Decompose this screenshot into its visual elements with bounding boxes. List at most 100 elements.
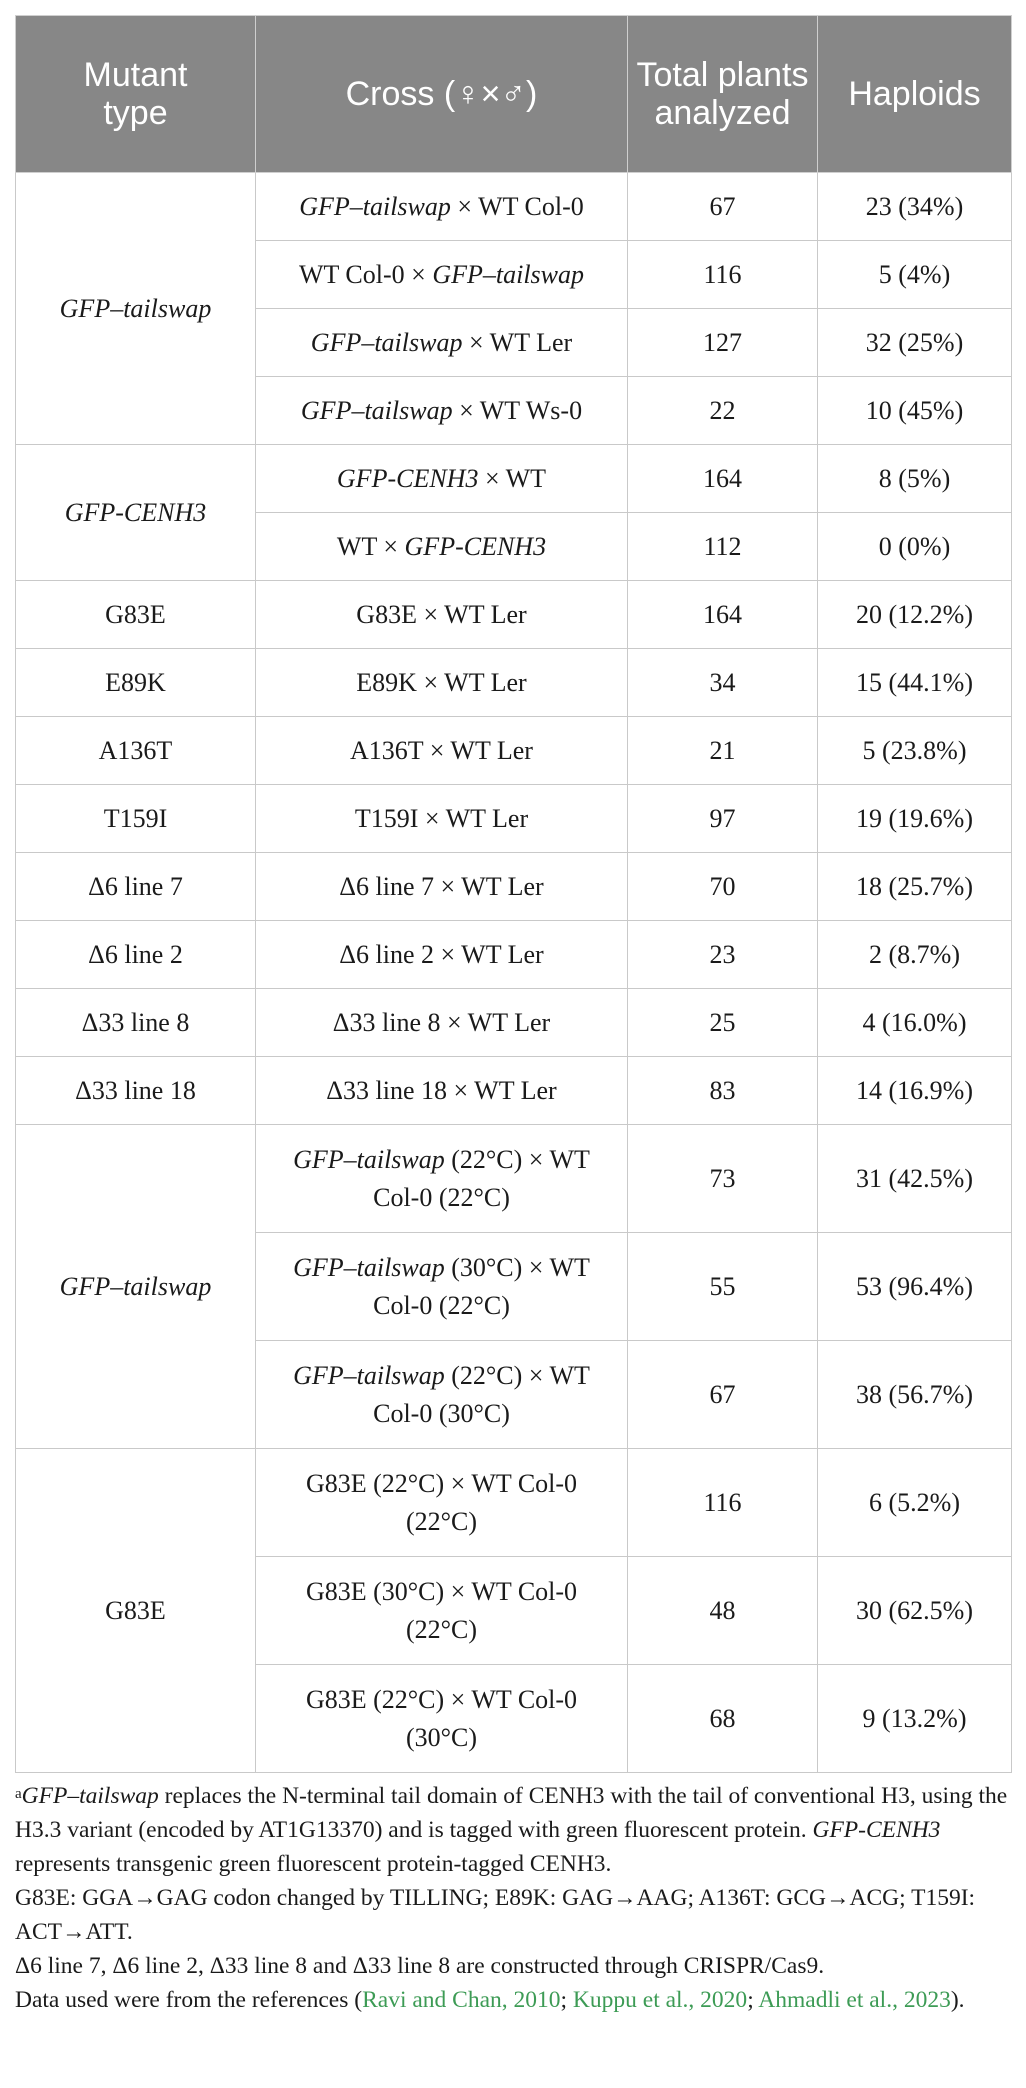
haploid-induction-table: Mutant type Cross (♀×♂) Total plants ana… — [15, 15, 1012, 1773]
footnote-text: Data used were from the references ( — [15, 1987, 363, 2013]
haploids-cell: 5 (23.8%) — [817, 716, 1012, 785]
reference-link-kuppu[interactable]: Kuppu et al., 2020 — [572, 1987, 748, 2013]
reference-link-ahmadli[interactable]: Ahmadli et al., 2023 — [758, 1987, 951, 2013]
total-plants-cell: 164 — [627, 580, 818, 649]
cross-strain: GFP-CENH3 — [404, 531, 547, 561]
mutant-type-cell: Δ6 line 2 — [15, 920, 256, 989]
cross-cell: WT × GFP-CENH3 — [255, 512, 628, 581]
cross-partner: × WT Ws-0 — [452, 395, 583, 425]
footnote-term: GFP–tailswap — [21, 1783, 159, 1809]
table-row: A136T A136T × WT Ler 21 5 (23.8%) — [15, 716, 1012, 785]
cross-cell: G83E (22°C) × WT Col-0 (30°C) — [255, 1664, 628, 1773]
footnote-separator: ; — [747, 1987, 759, 2013]
cross-line1: G83E (22°C) × WT Col-0 — [305, 1468, 578, 1498]
cross-strain: GFP–tailswap — [293, 1144, 445, 1174]
cross-strain: GFP–tailswap — [310, 327, 463, 357]
haploids-cell: 0 (0%) — [817, 512, 1012, 581]
mutant-type-cell: G83E — [15, 1448, 256, 1773]
haploids-cell: 31 (42.5%) — [817, 1124, 1012, 1233]
cross-strain: GFP–tailswap — [299, 191, 451, 221]
cross-partner-line2: Col-0 (22°C) — [373, 1182, 510, 1212]
total-plants-cell: 48 — [627, 1556, 818, 1665]
cross-cell: WT Col-0 × GFP–tailswap — [255, 240, 628, 309]
total-plants-cell: 67 — [627, 172, 818, 241]
total-plants-cell: 112 — [627, 512, 818, 581]
cross-strain: GFP–tailswap — [432, 259, 584, 289]
haploids-cell: 30 (62.5%) — [817, 1556, 1012, 1665]
cross-cell: G83E × WT Ler — [255, 580, 628, 649]
cross-partner-line2: Col-0 (22°C) — [373, 1290, 510, 1320]
mutant-type-cell: Δ6 line 7 — [15, 852, 256, 921]
table-row: G83E (30°C) × WT Col-0 (22°C) 48 30 (62.5… — [16, 1556, 1012, 1665]
footnote-text: represents transgenic green fluorescent … — [15, 1851, 612, 1877]
header-cross: Cross (♀×♂) — [255, 15, 628, 173]
cross-cell: GFP–tailswap (30°C) × WT Col-0 (22°C) — [255, 1232, 628, 1341]
table-row: GFP-CENH3 GFP-CENH3 × WT 164 8 (5%) — [15, 444, 1012, 581]
total-plants-cell: 22 — [627, 376, 818, 445]
table-row: GFP–tailswap GFP–tailswap (22°C) × WT Col… — [15, 1124, 1012, 1449]
header-mutant-type: Mutant type — [15, 15, 256, 173]
total-plants-cell: 34 — [627, 648, 818, 717]
cross-partner: (22°C) × WT — [444, 1144, 590, 1174]
cross-line1: G83E (30°C) × WT Col-0 — [305, 1576, 578, 1606]
footnote-text: ). — [950, 1987, 965, 2013]
table-row: Δ33 line 8 Δ33 line 8 × WT Ler 25 4 (16.… — [15, 988, 1012, 1057]
haploids-cell: 23 (34%) — [817, 172, 1012, 241]
cross-partner-line2: (30°C) — [405, 1722, 478, 1752]
haploids-cell: 32 (25%) — [817, 308, 1012, 377]
footnote-marker: a — [15, 1786, 22, 1802]
table-row: G83E (22°C) × WT Col-0 (30°C) 68 9 (13.2%… — [16, 1664, 1012, 1773]
cross-cell: GFP–tailswap × WT Col-0 — [255, 172, 628, 241]
footnote-paragraph-3: Δ6 line 7, Δ6 line 2, Δ33 line 8 and Δ33… — [15, 1953, 825, 1979]
cross-partner: × WT Ler — [462, 327, 573, 357]
cross-cell: GFP–tailswap × WT Ws-0 — [255, 376, 628, 445]
cross-cell: Δ33 line 8 × WT Ler — [255, 988, 628, 1057]
table-row: Δ6 line 2 Δ6 line 2 × WT Ler 23 2 (8.7%) — [15, 920, 1012, 989]
cross-strain: GFP–tailswap — [300, 395, 453, 425]
mutant-type-cell: GFP–tailswap — [15, 172, 256, 445]
mutant-type-cell: G83E — [15, 580, 256, 649]
cross-cell: T159I × WT Ler — [255, 784, 628, 853]
table-row: Δ6 line 7 Δ6 line 7 × WT Ler 70 18 (25.7… — [15, 852, 1012, 921]
cross-strain: GFP–tailswap — [293, 1252, 445, 1282]
table-row: Δ33 line 18 Δ33 line 18 × WT Ler 83 14 (… — [15, 1056, 1012, 1125]
table-row: GFP–tailswap GFP–tailswap × WT Col-0 67 … — [15, 172, 1012, 445]
cross-cell: G83E (22°C) × WT Col-0 (22°C) — [255, 1448, 628, 1557]
cross-partner-line2: (22°C) — [405, 1614, 478, 1644]
haploids-cell: 8 (5%) — [817, 444, 1012, 513]
haploids-cell: 20 (12.2%) — [817, 580, 1012, 649]
haploids-cell: 9 (13.2%) — [817, 1664, 1012, 1773]
haploids-cell: 38 (56.7%) — [817, 1340, 1012, 1449]
table-row: G83E G83E (22°C) × WT Col-0 (22°C) 116 6 … — [15, 1448, 1012, 1773]
cross-partner: WT Col-0 × — [298, 259, 433, 289]
mutant-type-cell: E89K — [15, 648, 256, 717]
reference-link-ravi-chan[interactable]: Ravi and Chan, 2010 — [362, 1987, 561, 2013]
total-plants-cell: 70 — [627, 852, 818, 921]
table-row: GFP–tailswap (22°C) × WT Col-0 (30°C) 67 … — [16, 1340, 1012, 1449]
haploids-cell: 10 (45%) — [817, 376, 1012, 445]
total-plants-cell: 73 — [627, 1124, 818, 1233]
table-footnote: aGFP–tailswap replaces the N-terminal ta… — [15, 1779, 1011, 2017]
table-row: GFP–tailswap (30°C) × WT Col-0 (22°C) 55 … — [16, 1232, 1012, 1341]
footnote-separator: ; — [560, 1987, 573, 2013]
cross-cell: GFP–tailswap (22°C) × WT Col-0 (30°C) — [255, 1340, 628, 1449]
cross-partner-line2: (22°C) — [405, 1506, 478, 1536]
haploids-cell: 53 (96.4%) — [817, 1232, 1012, 1341]
cross-partner-line2: Col-0 (30°C) — [373, 1398, 510, 1428]
total-plants-cell: 83 — [627, 1056, 818, 1125]
cross-strain: GFP–tailswap — [293, 1360, 445, 1390]
footnote-text: replaces the N-terminal tail domain of C… — [15, 1783, 1008, 1843]
cross-cell: A136T × WT Ler — [255, 716, 628, 785]
cross-cell: GFP-CENH3 × WT — [255, 444, 628, 513]
mutant-type-cell: T159I — [15, 784, 256, 853]
haploids-cell: 5 (4%) — [817, 240, 1012, 309]
table-row: T159I T159I × WT Ler 97 19 (19.6%) — [15, 784, 1012, 853]
total-plants-cell: 55 — [627, 1232, 818, 1341]
footnote-term: GFP-CENH3 — [812, 1817, 941, 1843]
mutant-type-cell: Δ33 line 8 — [15, 988, 256, 1057]
cross-cell: Δ33 line 18 × WT Ler — [255, 1056, 628, 1125]
total-plants-cell: 116 — [627, 1448, 818, 1557]
haploids-cell: 19 (19.6%) — [817, 784, 1012, 853]
cross-cell: Δ6 line 2 × WT Ler — [255, 920, 628, 989]
total-plants-cell: 67 — [627, 1340, 818, 1449]
